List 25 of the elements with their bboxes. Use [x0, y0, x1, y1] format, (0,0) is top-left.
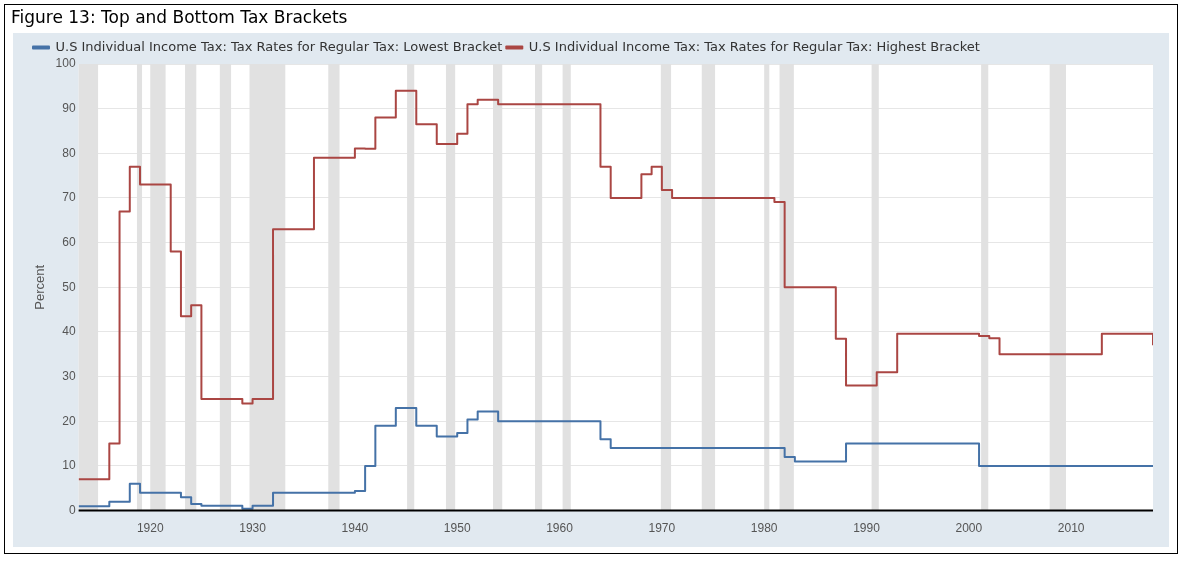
y-tick-label: 100 — [55, 56, 76, 71]
x-tick-label: 1940 — [341, 521, 369, 536]
x-tick-label: 1960 — [546, 521, 574, 536]
y-tick-label: 20 — [62, 413, 76, 428]
legend-label: U.S Individual Income Tax: Tax Rates for Regular Tax: Lowest Bracket — [55, 38, 503, 54]
y-tick-label: 70 — [62, 190, 76, 205]
y-tick-label: 30 — [62, 368, 76, 383]
x-tick-label: 1970 — [648, 521, 676, 536]
legend-label: U.S Individual Income Tax: Tax Rates for Regular Tax: Highest Bracket — [528, 38, 980, 54]
y-tick-label: 50 — [62, 279, 76, 294]
y-tick-label: 40 — [62, 324, 76, 339]
x-tick-label: 1980 — [750, 521, 778, 536]
x-tick-label: 2000 — [955, 521, 983, 536]
y-tick-label: 80 — [62, 145, 76, 160]
x-tick-label: 1950 — [443, 521, 471, 536]
x-tick-label: 1930 — [239, 521, 267, 536]
y-axis-title: Percent — [32, 264, 48, 310]
x-tick-label: 1990 — [853, 521, 881, 536]
y-tick-label: 10 — [62, 458, 76, 473]
chart-title: Figure 13: Top and Bottom Tax Brackets — [11, 7, 348, 27]
x-tick-label: 1920 — [136, 521, 164, 536]
y-tick-label: 90 — [62, 100, 76, 115]
y-tick-label: 60 — [62, 234, 76, 249]
y-tick-label: 0 — [68, 502, 76, 517]
x-tick-label: 2010 — [1057, 521, 1085, 536]
